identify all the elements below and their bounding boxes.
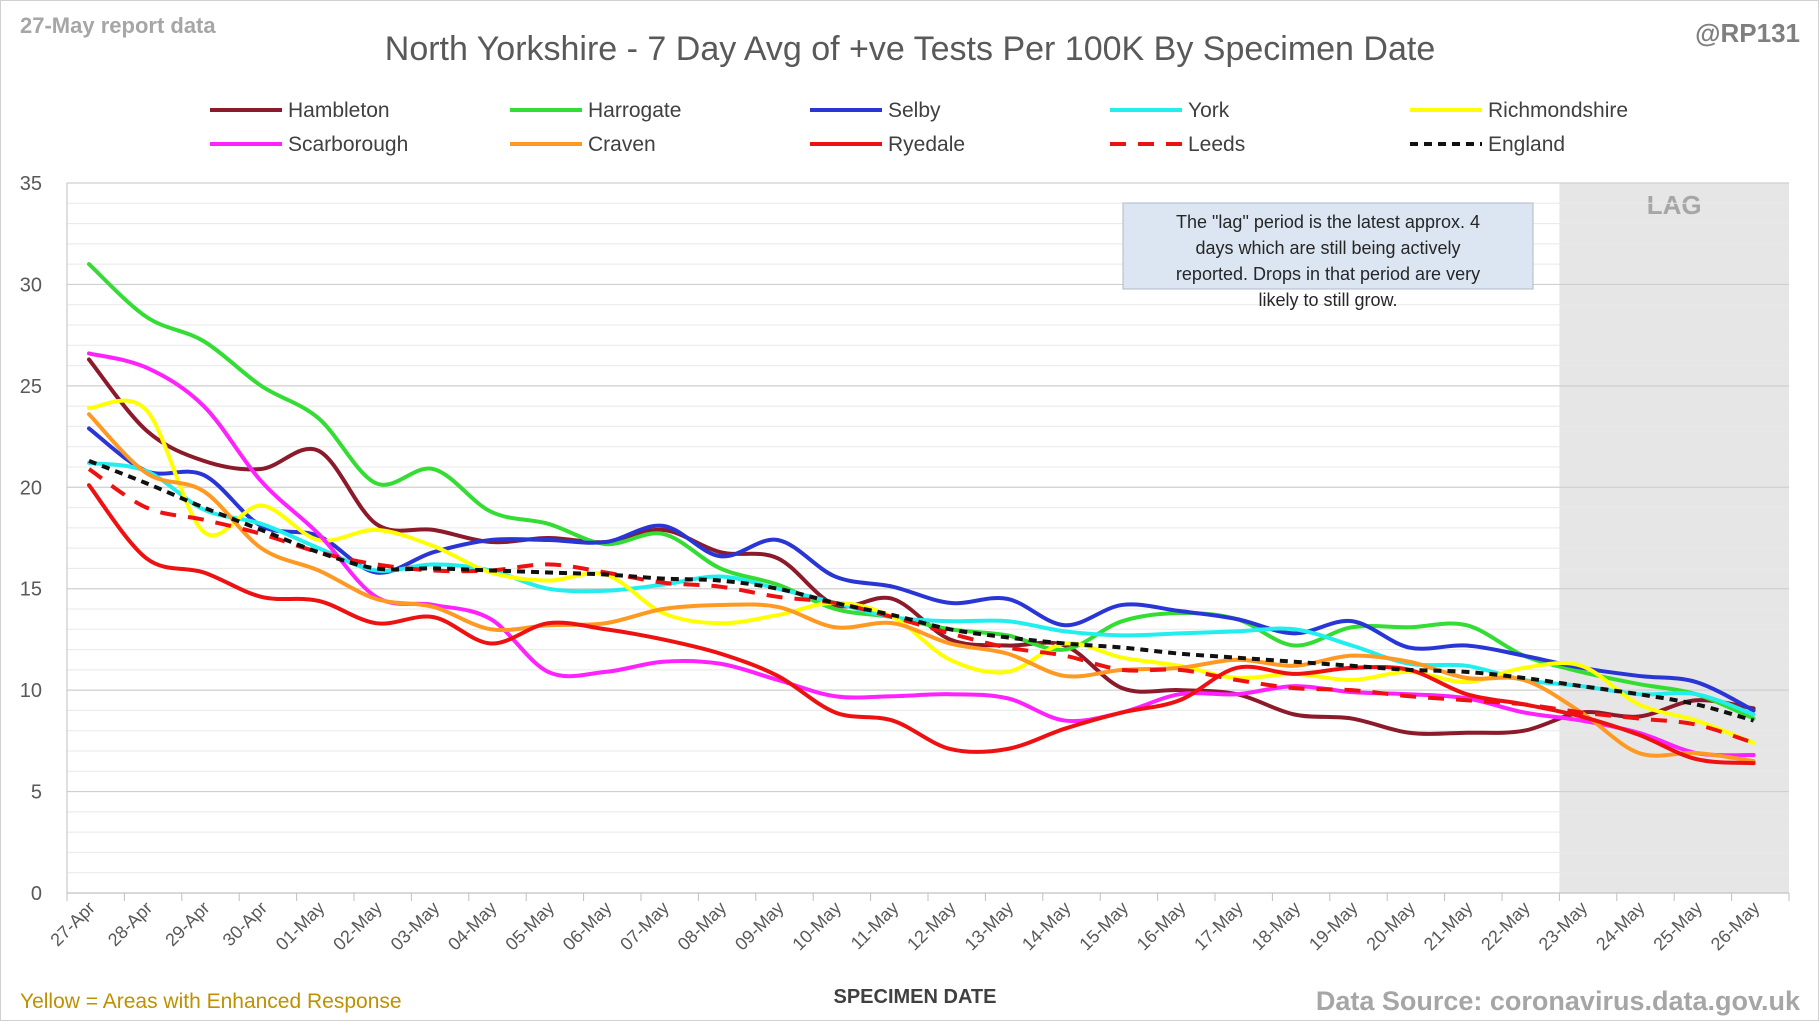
series-line-hambleton: [87, 357, 1756, 736]
chart-title: North Yorkshire - 7 Day Avg of +ve Tests…: [385, 30, 1435, 68]
lag-note-line: reported. Drops in that period are very: [1176, 264, 1480, 284]
series-line-england: [88, 459, 1755, 723]
legend-label: Selby: [888, 99, 941, 122]
legend-label: Craven: [588, 133, 656, 156]
legend: Hambleton Harrogate Selby York Richmondshire…: [210, 99, 1628, 156]
y-tick-label: 35: [20, 173, 42, 195]
legend-label: England: [1488, 133, 1565, 156]
legend-label: Richmondshire: [1488, 99, 1628, 122]
series-line-craven: [87, 412, 1756, 764]
lag-label: LAG: [1647, 190, 1702, 220]
enhanced-response-note: Yellow = Areas with Enhanced Response: [20, 990, 402, 1013]
y-axis-ticks: 0 5 10 15 20 25 30 35: [20, 173, 42, 905]
y-tick-label: 15: [20, 579, 42, 601]
legend-label: York: [1188, 99, 1230, 122]
legend-label: Harrogate: [588, 99, 681, 122]
y-tick-label: 25: [20, 376, 42, 398]
x-axis-title: SPECIMEN DATE: [834, 986, 997, 1008]
author-handle: @RP131: [1695, 18, 1800, 48]
y-tick-label: 30: [20, 274, 42, 296]
data-source: Data Source: coronavirus.data.gov.uk: [1316, 986, 1801, 1016]
lag-note-line: The "lag" period is the latest approx. 4: [1176, 212, 1480, 232]
legend-label: Leeds: [1188, 133, 1245, 156]
series-line-scarborough: [87, 351, 1756, 758]
series-line-ryedale: [87, 483, 1756, 766]
report-tag: 27-May report data: [20, 13, 216, 38]
legend-label: Ryedale: [888, 133, 965, 156]
y-tick-label: 5: [31, 782, 42, 804]
series-lines: [87, 262, 1756, 766]
lag-region: [1559, 183, 1789, 893]
lag-note-text: The "lag" period is the latest approx. 4…: [1176, 212, 1480, 310]
y-tick-label: 10: [20, 680, 42, 702]
lag-note-box: [1122, 202, 1534, 290]
series-line-leeds: [87, 467, 1755, 745]
y-tick-label: 20: [20, 477, 42, 499]
lag-note-line: days which are still being actively: [1195, 238, 1460, 258]
series-line-richmondshire: [87, 398, 1756, 745]
y-tick-label: 0: [31, 883, 42, 905]
legend-label: Hambleton: [288, 99, 390, 122]
legend-label: Scarborough: [288, 133, 408, 156]
lag-note-line: likely to still grow.: [1258, 290, 1397, 310]
